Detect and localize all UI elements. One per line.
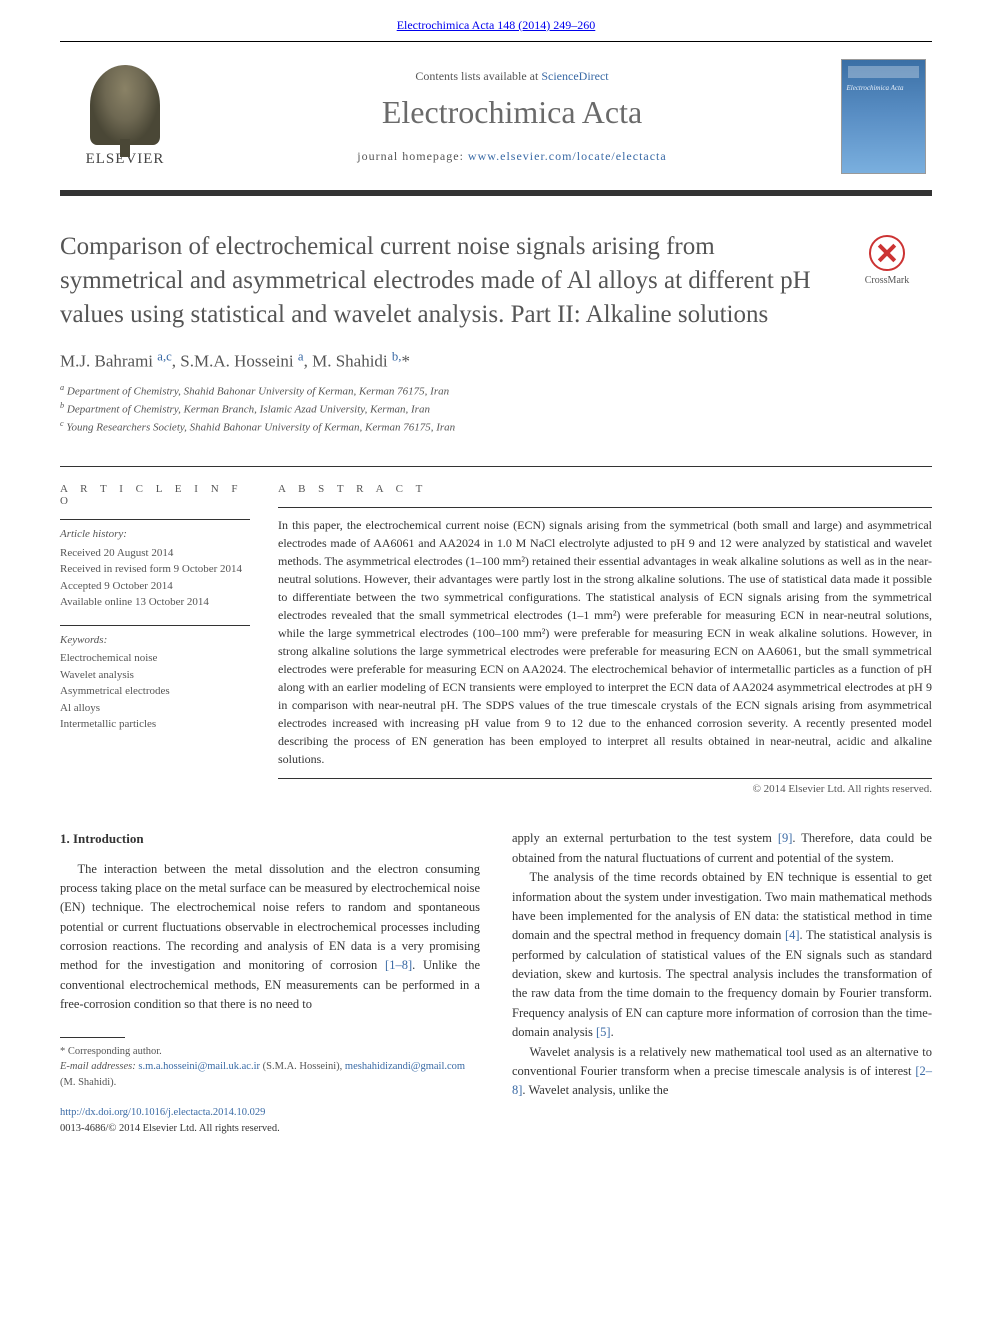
- keywords-label: Keywords:: [60, 632, 250, 649]
- history-line-1: Received in revised form 9 October 2014: [60, 561, 250, 578]
- intro-p1-text: The interaction between the metal dissol…: [60, 862, 480, 973]
- ref-9[interactable]: [9]: [778, 831, 793, 845]
- header-reference-link[interactable]: Electrochimica Acta 148 (2014) 249–260: [397, 18, 596, 32]
- journal-cover: Electrochimica Acta: [834, 42, 932, 190]
- cover-title: Electrochimica Acta: [847, 84, 920, 92]
- affiliation-b-text: Department of Chemistry, Kerman Branch, …: [67, 404, 430, 416]
- abstract-heading: A B S T R A C T: [278, 483, 932, 495]
- history-line-0: Received 20 August 2014: [60, 545, 250, 562]
- corresponding-author-note: * Corresponding author.: [60, 1044, 480, 1060]
- journal-header-reference: Electrochimica Acta 148 (2014) 249–260: [0, 0, 992, 41]
- right-paragraph-1: apply an external perturbation to the te…: [512, 829, 932, 868]
- doi-link[interactable]: http://dx.doi.org/10.1016/j.electacta.20…: [60, 1107, 265, 1118]
- article-info-column: A R T I C L E I N F O Article history: R…: [60, 467, 278, 795]
- right-paragraph-3: Wavelet analysis is a relatively new mat…: [512, 1043, 932, 1101]
- masthead-center: Contents lists available at ScienceDirec…: [190, 42, 834, 190]
- article-title: Comparison of electrochemical current no…: [60, 230, 842, 331]
- body-column-left: 1. Introduction The interaction between …: [60, 829, 480, 1136]
- affiliation-b: b Department of Chemistry, Kerman Branch…: [60, 400, 932, 418]
- article-title-row: Comparison of electrochemical current no…: [60, 230, 932, 331]
- article-info-heading: A R T I C L E I N F O: [60, 483, 250, 507]
- affiliation-c: c Young Researchers Society, Shahid Baho…: [60, 418, 932, 436]
- ref-5[interactable]: [5]: [596, 1025, 611, 1039]
- keyword-3: Al alloys: [60, 700, 250, 717]
- email2-name: (M. Shahidi).: [60, 1077, 116, 1088]
- keyword-1: Wavelet analysis: [60, 667, 250, 684]
- intro-paragraph-1: The interaction between the metal dissol…: [60, 860, 480, 1015]
- ref-4[interactable]: [4]: [785, 928, 800, 942]
- issn-copyright-line: 0013-4686/© 2014 Elsevier Ltd. All right…: [60, 1123, 280, 1134]
- abstract-body: In this paper, the electrochemical curre…: [278, 507, 932, 779]
- r-p1-text: apply an external perturbation to the te…: [512, 831, 778, 845]
- affiliations: a Department of Chemistry, Shahid Bahona…: [60, 382, 932, 436]
- masthead: ELSEVIER Contents lists available at Sci…: [60, 41, 932, 196]
- cover-thumbnail: Electrochimica Acta: [841, 59, 926, 174]
- email-hosseini[interactable]: s.m.a.hosseini@mail.uk.ac.ir: [138, 1061, 260, 1072]
- history-label: Article history:: [60, 526, 250, 543]
- abstract-copyright: © 2014 Elsevier Ltd. All rights reserved…: [278, 783, 932, 795]
- affiliation-a: a Department of Chemistry, Shahid Bahona…: [60, 382, 932, 400]
- r-p2c-text: .: [611, 1025, 614, 1039]
- contents-prefix: Contents lists available at: [415, 69, 541, 83]
- elsevier-logo: ELSEVIER: [60, 42, 190, 190]
- keyword-2: Asymmetrical electrodes: [60, 683, 250, 700]
- keyword-4: Intermetallic particles: [60, 716, 250, 733]
- keywords-block: Keywords: Electrochemical noise Wavelet …: [60, 625, 250, 733]
- contents-list-line: Contents lists available at ScienceDirec…: [415, 69, 608, 84]
- section-heading-intro: 1. Introduction: [60, 829, 480, 849]
- footnotes: * Corresponding author. E-mail addresses…: [60, 1044, 480, 1091]
- journal-homepage-link[interactable]: www.elsevier.com/locate/electacta: [468, 149, 667, 163]
- authors-line: M.J. Bahrami a,c, S.M.A. Hosseini a, M. …: [60, 349, 932, 372]
- email1-name: (S.M.A. Hosseini),: [260, 1061, 345, 1072]
- crossmark-badge[interactable]: CrossMark: [842, 230, 932, 286]
- homepage-prefix: journal homepage:: [357, 149, 468, 163]
- doi-block: http://dx.doi.org/10.1016/j.electacta.20…: [60, 1105, 480, 1137]
- journal-homepage-line: journal homepage: www.elsevier.com/locat…: [357, 149, 666, 164]
- body-column-right: apply an external perturbation to the te…: [512, 829, 932, 1136]
- ref-1-8[interactable]: [1–8]: [385, 958, 412, 972]
- elsevier-tree-icon: [90, 65, 160, 145]
- history-line-3: Available online 13 October 2014: [60, 594, 250, 611]
- journal-title: Electrochimica Acta: [382, 94, 642, 131]
- body-columns: 1. Introduction The interaction between …: [60, 829, 932, 1136]
- crossmark-label: CrossMark: [865, 275, 909, 286]
- sciencedirect-link[interactable]: ScienceDirect: [541, 69, 608, 83]
- r-p3-text: Wavelet analysis is a relatively new mat…: [512, 1045, 932, 1078]
- history-line-2: Accepted 9 October 2014: [60, 578, 250, 595]
- affiliation-c-text: Young Researchers Society, Shahid Bahona…: [66, 422, 455, 434]
- email-addresses-line: E-mail addresses: s.m.a.hosseini@mail.uk…: [60, 1059, 480, 1091]
- email-shahidi[interactable]: meshahidizandi@gmail.com: [345, 1061, 465, 1072]
- emails-prefix: E-mail addresses:: [60, 1061, 138, 1072]
- r-p3b-text: . Wavelet analysis, unlike the: [522, 1083, 668, 1097]
- crossmark-icon: [869, 235, 905, 271]
- abstract-column: A B S T R A C T In this paper, the elect…: [278, 467, 932, 795]
- info-abstract-row: A R T I C L E I N F O Article history: R…: [60, 466, 932, 795]
- r-p2b-text: . The statistical analysis is performed …: [512, 928, 932, 1039]
- article-area: Comparison of electrochemical current no…: [0, 196, 992, 1136]
- affiliation-a-text: Department of Chemistry, Shahid Bahonar …: [67, 386, 449, 398]
- right-paragraph-2: The analysis of the time records obtaine…: [512, 868, 932, 1042]
- footnote-separator: [60, 1037, 125, 1038]
- keyword-0: Electrochemical noise: [60, 650, 250, 667]
- article-history-block: Article history: Received 20 August 2014…: [60, 519, 250, 611]
